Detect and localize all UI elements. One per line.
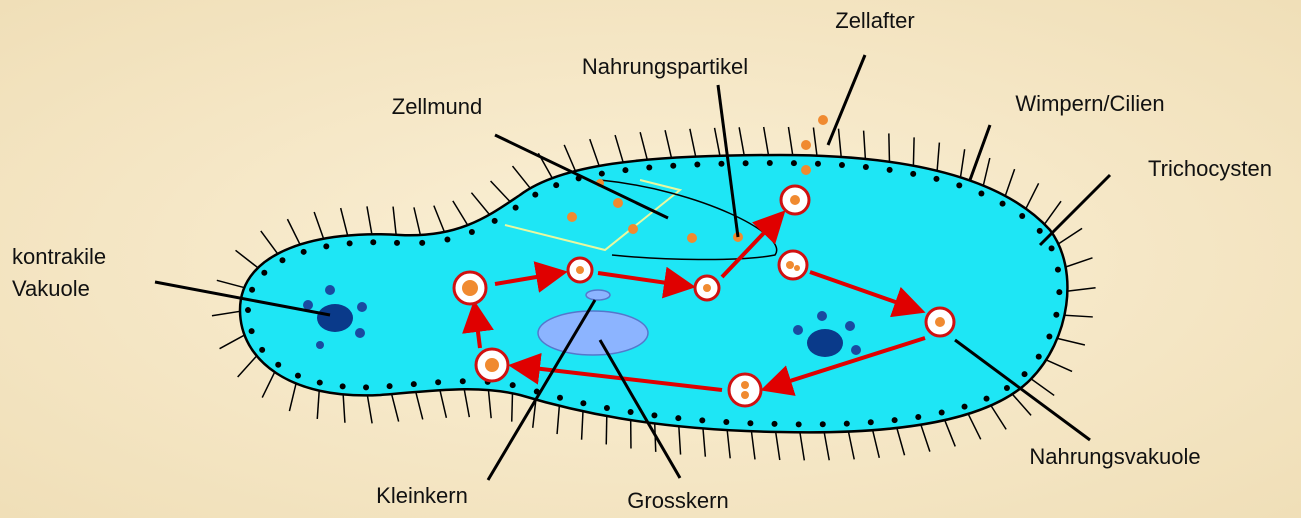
trichocyst <box>892 417 898 423</box>
trichocyst <box>444 236 450 242</box>
label: Kleinkern <box>376 483 468 508</box>
trichocyst <box>956 182 962 188</box>
trichocyst <box>887 167 893 173</box>
trichocyst <box>387 383 393 389</box>
trichocyst <box>557 395 563 401</box>
trichocyst <box>469 229 475 235</box>
trichocyst <box>839 162 845 168</box>
trichocyst <box>492 218 498 224</box>
trichocyst <box>301 249 307 255</box>
trichocyst <box>1019 213 1025 219</box>
paramecium-diagram: Zellafter Nahrungspartikel Zellmund Wimp… <box>0 0 1301 518</box>
trichocyst <box>1049 245 1055 251</box>
trichocyst <box>604 405 610 411</box>
trichocyst <box>295 373 301 379</box>
trichocyst <box>796 421 802 427</box>
trichocyst <box>553 182 559 188</box>
micronucleus <box>586 290 610 300</box>
trichocyst <box>340 383 346 389</box>
label: kontrakile <box>12 244 106 269</box>
trichocyst <box>460 378 466 384</box>
trichocyst <box>1056 289 1062 295</box>
trichocyst <box>1046 333 1052 339</box>
trichocyst <box>513 205 519 211</box>
trichocyst <box>772 421 778 427</box>
trichocyst <box>939 410 945 416</box>
trichocyst <box>411 381 417 387</box>
trichocyst <box>532 192 538 198</box>
trichocyst <box>622 167 628 173</box>
trichocyst <box>670 163 676 169</box>
trichocyst <box>323 243 329 249</box>
trichocyst <box>1037 228 1043 234</box>
trichocyst <box>699 417 705 423</box>
trichocyst <box>510 382 516 388</box>
trichocyst <box>275 362 281 368</box>
trichocyst <box>675 415 681 421</box>
trichocyst <box>1053 312 1059 318</box>
trichocyst <box>868 419 874 425</box>
trichocyst <box>317 380 323 386</box>
trichocyst <box>962 404 968 410</box>
trichocyst <box>651 412 657 418</box>
trichocyst <box>1022 371 1028 377</box>
label: Trichocysten <box>1148 156 1272 181</box>
trichocyst <box>933 176 939 182</box>
trichocyst <box>419 240 425 246</box>
trichocyst <box>245 307 251 313</box>
label: Nahrungspartikel <box>582 54 748 79</box>
trichocyst <box>978 191 984 197</box>
trichocyst <box>646 165 652 171</box>
trichocyst <box>347 240 353 246</box>
trichocyst <box>1000 201 1006 207</box>
trichocyst <box>249 328 255 334</box>
label: Zellmund <box>392 94 482 119</box>
trichocyst <box>984 396 990 402</box>
trichocyst <box>910 171 916 177</box>
trichocyst <box>844 421 850 427</box>
trichocyst <box>370 239 376 245</box>
trichocyst <box>863 164 869 170</box>
trichocyst <box>1055 267 1061 273</box>
label: Grosskern <box>627 488 728 513</box>
trichocyst <box>815 161 821 167</box>
trichocyst <box>1036 354 1042 360</box>
trichocyst <box>580 400 586 406</box>
trichocyst <box>718 161 724 167</box>
trichocyst <box>767 160 773 166</box>
trichocyst <box>259 347 265 353</box>
trichocyst <box>279 257 285 263</box>
trichocyst <box>1004 385 1010 391</box>
trichocyst <box>743 160 749 166</box>
macronucleus <box>538 311 648 355</box>
trichocyst <box>747 420 753 426</box>
trichocyst <box>723 419 729 425</box>
trichocyst <box>435 379 441 385</box>
trichocyst <box>694 162 700 168</box>
trichocyst <box>363 384 369 390</box>
label: Wimpern/Cilien <box>1015 91 1164 116</box>
trichocyst <box>628 409 634 415</box>
label: Vakuole <box>12 276 90 301</box>
trichocyst <box>599 171 605 177</box>
label: Zellafter <box>835 8 914 33</box>
trichocyst <box>249 287 255 293</box>
trichocyst <box>915 414 921 420</box>
trichocyst <box>791 160 797 166</box>
label: Nahrungsvakuole <box>1029 444 1200 469</box>
trichocyst <box>261 270 267 276</box>
trichocyst <box>394 240 400 246</box>
trichocyst <box>820 421 826 427</box>
